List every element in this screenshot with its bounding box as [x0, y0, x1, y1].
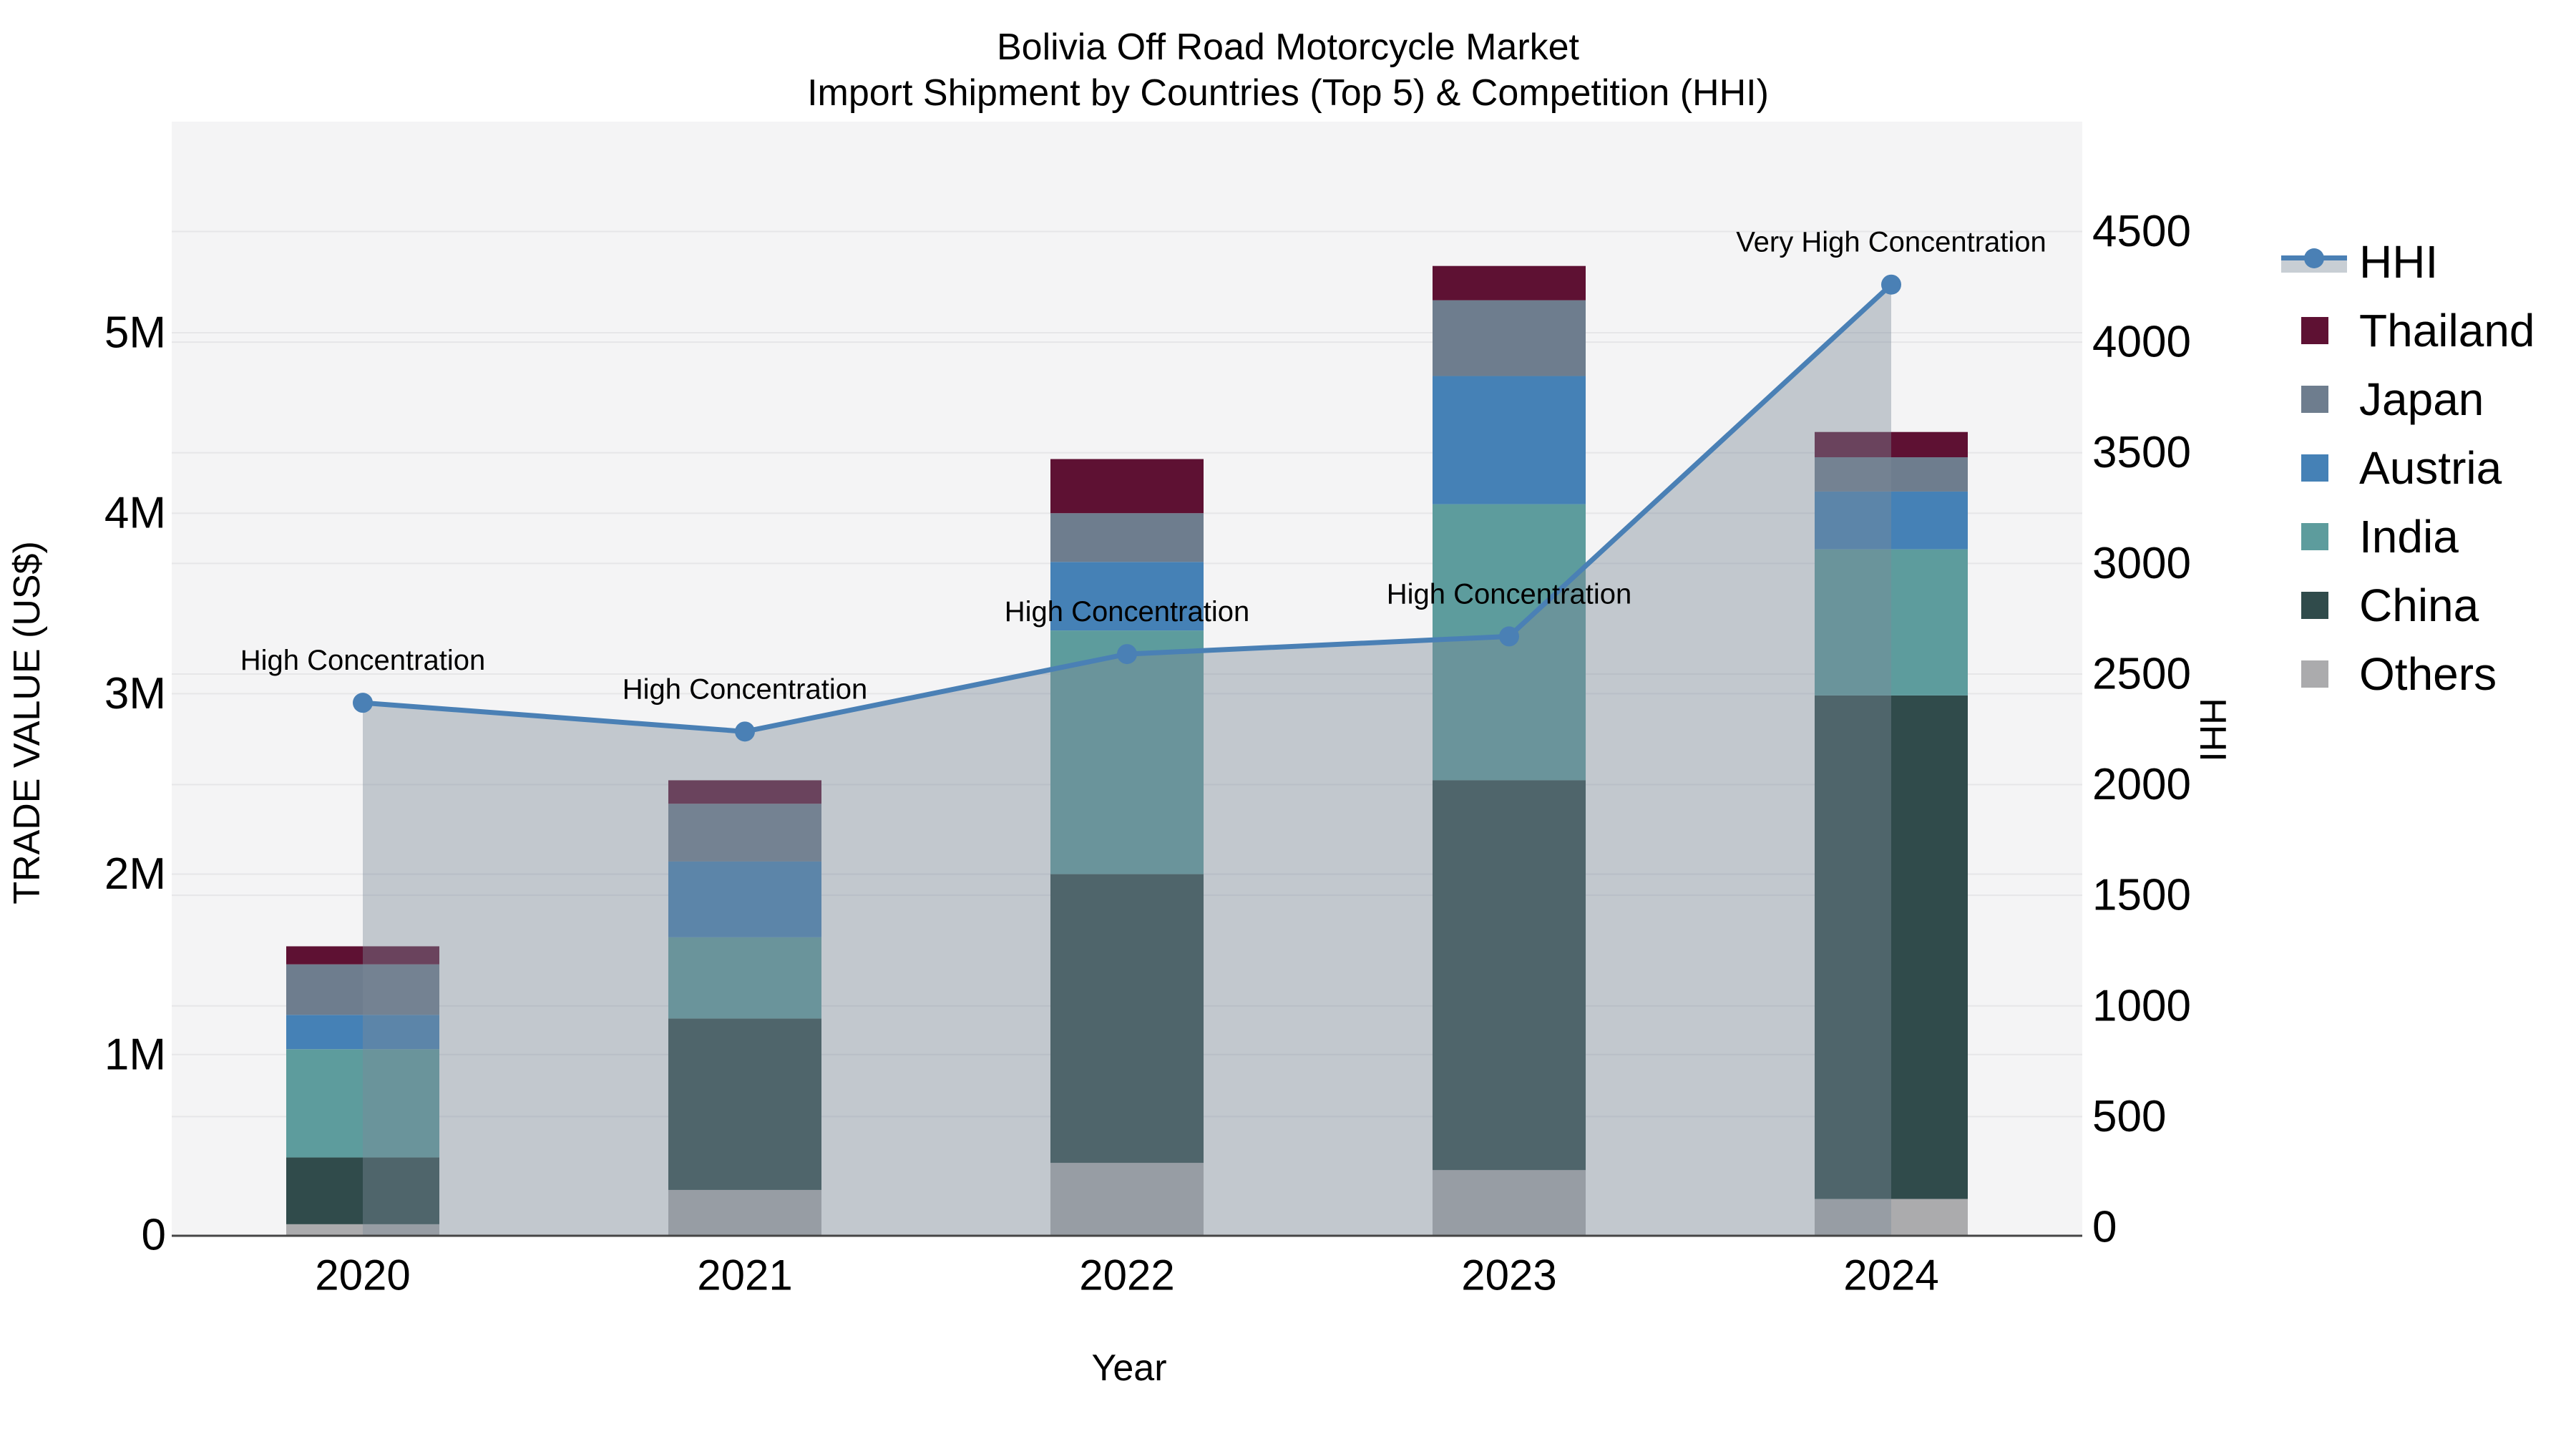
- y-right-tick-3000: 3000: [2092, 539, 2191, 588]
- bar-segment-india-2021: [668, 937, 821, 1019]
- bar-segment-japan-2020: [286, 964, 439, 1015]
- legend-swatch-thailand: [2301, 317, 2328, 344]
- y-right-tick-2000: 2000: [2092, 760, 2191, 809]
- hhi-line-swatch-icon: [2281, 248, 2347, 275]
- bar-segment-thailand-2020: [286, 946, 439, 965]
- y-right-tick-500: 500: [2092, 1092, 2166, 1141]
- bar-segment-others-2022: [1050, 1163, 1204, 1235]
- bar-segment-others-2021: [668, 1189, 821, 1235]
- annotation-2022: High Concentration: [1005, 596, 1249, 628]
- annotation-2021: High Concentration: [623, 673, 867, 705]
- hhi-marker-2020: [353, 693, 373, 713]
- legend-label-japan: Japan: [2359, 374, 2484, 425]
- hhi-marker-sample: [2304, 248, 2324, 268]
- chart-title: Bolivia Off Road Motorcycle Market Impor…: [0, 24, 2576, 116]
- hhi-marker-2022: [1117, 644, 1137, 665]
- y-axis-title-right: HHI: [2192, 698, 2233, 762]
- bar-segment-india-2022: [1050, 630, 1204, 874]
- x-tick-2024: 2024: [1843, 1252, 1938, 1299]
- bar-segment-japan-2024: [1815, 457, 1968, 492]
- bar-segment-japan-2022: [1050, 513, 1204, 562]
- x-tick-2021: 2021: [697, 1252, 792, 1299]
- y-left-tick-0: 0: [142, 1211, 166, 1260]
- bar-segment-thailand-2021: [668, 780, 821, 804]
- legend-item-austria: Austria: [2281, 434, 2535, 502]
- bar-segment-india-2020: [286, 1049, 439, 1158]
- legend-swatch-india: [2301, 523, 2328, 550]
- y-left-tick-3M: 3M: [104, 669, 166, 718]
- y-right-tick-4500: 4500: [2092, 207, 2191, 256]
- annotation-2024: Very High Concentration: [1736, 227, 2046, 258]
- bar-segment-austria-2020: [286, 1015, 439, 1050]
- y-right-tick-1500: 1500: [2092, 871, 2191, 920]
- y-right-tick-0: 0: [2092, 1203, 2117, 1252]
- annotation-2020: High Concentration: [240, 645, 485, 676]
- bar-segment-india-2024: [1815, 549, 1968, 696]
- x-tick-2022: 2022: [1079, 1252, 1174, 1299]
- legend: HHI Thailand Japan Austria India China Others: [2281, 228, 2535, 708]
- legend-label-others: Others: [2359, 648, 2497, 700]
- hhi-marker-2023: [1499, 626, 1519, 647]
- annotation-2023: High Concentration: [1387, 578, 1631, 610]
- y-left-tick-4M: 4M: [104, 489, 166, 538]
- legend-swatch-others: [2301, 660, 2328, 688]
- y-right-tick-2500: 2500: [2092, 649, 2191, 698]
- y-left-tick-1M: 1M: [104, 1030, 166, 1079]
- y-left-tick-5M: 5M: [104, 308, 166, 358]
- legend-item-china: China: [2281, 571, 2535, 640]
- chart-title-line2: Import Shipment by Countries (Top 5) & C…: [807, 72, 1769, 114]
- legend-item-japan: Japan: [2281, 365, 2535, 434]
- y-left-tick-2M: 2M: [104, 849, 166, 899]
- bar-segment-japan-2023: [1433, 300, 1586, 376]
- y-right-tick-4000: 4000: [2092, 318, 2191, 367]
- bar-segment-thailand-2024: [1815, 431, 1968, 458]
- bar-segment-china-2022: [1050, 874, 1204, 1163]
- bar-segment-austria-2021: [668, 861, 821, 937]
- bar-segment-thailand-2022: [1050, 459, 1204, 514]
- legend-label-china: China: [2359, 580, 2479, 631]
- x-tick-2023: 2023: [1461, 1252, 1556, 1299]
- y-axis-title-left: TRADE VALUE (US$): [6, 541, 48, 904]
- legend-label-india: India: [2359, 511, 2459, 562]
- bar-segment-others-2023: [1433, 1170, 1586, 1235]
- hhi-marker-2021: [735, 721, 755, 742]
- legend-label-thailand: Thailand: [2359, 305, 2535, 356]
- y-right-tick-1000: 1000: [2092, 981, 2191, 1030]
- y-right-tick-3500: 3500: [2092, 428, 2191, 477]
- hhi-area: [363, 284, 1891, 1236]
- legend-swatch-japan: [2301, 386, 2328, 413]
- legend-item-india: India: [2281, 502, 2535, 571]
- bar-segment-austria-2022: [1050, 562, 1204, 631]
- x-tick-2020: 2020: [315, 1252, 410, 1299]
- legend-label-austria: Austria: [2359, 442, 2502, 494]
- hhi-marker-2024: [1881, 274, 1901, 295]
- bar-segment-austria-2023: [1433, 376, 1586, 504]
- legend-label-hhi: HHI: [2359, 236, 2439, 288]
- bar-segment-china-2023: [1433, 780, 1586, 1171]
- legend-item-hhi: HHI: [2281, 228, 2535, 296]
- bar-segment-china-2024: [1815, 695, 1968, 1199]
- bar-segment-others-2024: [1815, 1199, 1968, 1235]
- bar-segment-thailand-2023: [1433, 265, 1586, 301]
- legend-swatch-china: [2301, 592, 2328, 619]
- bar-segment-japan-2021: [668, 804, 821, 862]
- bar-segment-china-2021: [668, 1018, 821, 1190]
- bar-segment-china-2020: [286, 1157, 439, 1224]
- legend-item-others: Others: [2281, 640, 2535, 708]
- bar-segment-others-2020: [286, 1224, 439, 1235]
- x-axis-title: Year: [1091, 1347, 1167, 1389]
- bar-segment-austria-2024: [1815, 491, 1968, 550]
- legend-item-thailand: Thailand: [2281, 296, 2535, 365]
- chart-title-line1: Bolivia Off Road Motorcycle Market: [997, 26, 1579, 68]
- legend-swatch-austria: [2301, 454, 2328, 482]
